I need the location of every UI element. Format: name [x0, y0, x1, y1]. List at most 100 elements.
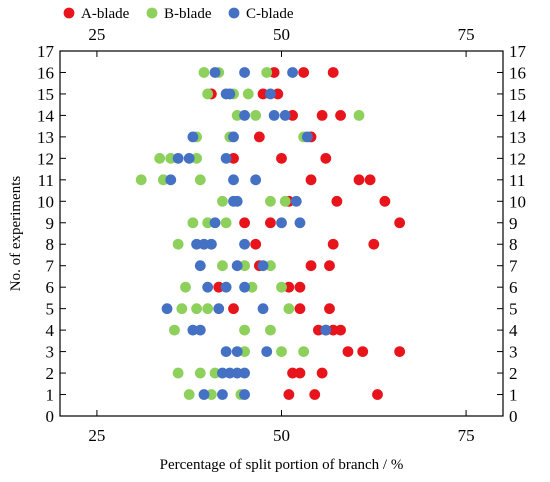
point-c-blade	[194, 260, 206, 272]
x-tick-label: 75	[458, 426, 475, 445]
x-tick-label: 50	[273, 426, 290, 445]
point-c-blade	[239, 367, 250, 379]
x-axis-top: 25 50 75	[88, 25, 475, 57]
y-tick-label-right: 16	[509, 63, 526, 82]
point-a-blade	[327, 238, 339, 250]
y-tick-label-right: 4	[509, 321, 518, 340]
point-c-blade	[198, 238, 210, 250]
y-tick-label: 13	[37, 128, 54, 147]
point-c-blade	[290, 195, 302, 207]
point-b-blade	[172, 238, 184, 250]
point-c-blade	[198, 389, 210, 400]
point-a-blade	[320, 152, 332, 164]
point-b-blade	[187, 217, 199, 229]
point-b-blade	[180, 281, 191, 293]
point-a-blade	[253, 131, 265, 143]
point-a-blade	[394, 217, 406, 229]
point-b-blade	[279, 195, 291, 207]
point-b-blade	[202, 88, 214, 100]
point-a-blade	[250, 238, 262, 250]
point-b-blade	[239, 260, 250, 272]
point-a-blade	[283, 389, 295, 400]
point-c-blade	[205, 238, 217, 250]
point-b-blade	[276, 281, 287, 293]
x-axis-label: Percentage of split portion of branch / …	[160, 457, 404, 473]
point-b-blade	[202, 217, 214, 229]
point-a-blade	[372, 389, 383, 400]
legend-label-a-blade: A-blade	[81, 6, 130, 22]
legend-marker-b-blade	[146, 7, 158, 19]
point-c-blade	[191, 238, 202, 250]
point-c-blade	[165, 174, 177, 186]
y-tick-label: 7	[46, 257, 55, 276]
point-a-blade	[335, 324, 346, 336]
point-c-blade	[209, 217, 221, 229]
y-tick-label-right: 9	[509, 214, 518, 233]
point-b-blade	[194, 174, 206, 186]
point-b-blade	[231, 110, 243, 121]
point-a-blade	[305, 174, 317, 186]
point-c-blade	[301, 131, 313, 143]
point-a-blade	[298, 67, 310, 78]
point-a-blade	[357, 346, 369, 357]
point-b-blade	[154, 152, 166, 164]
y-tick-label-right: 6	[509, 278, 518, 297]
point-b-blade	[191, 152, 202, 164]
point-a-blade	[272, 88, 284, 100]
point-c-blade	[265, 88, 276, 100]
y-tick-label-right: 14	[509, 106, 527, 125]
point-a-blade	[316, 367, 328, 379]
point-a-blade	[283, 281, 295, 293]
point-a-blade	[294, 281, 306, 293]
point-b-blade	[265, 260, 276, 272]
point-c-blade	[239, 110, 250, 121]
x-axis-bottom: 25 50 75	[88, 410, 475, 445]
y-tick-label: 9	[46, 214, 55, 233]
point-b-blade	[246, 281, 258, 293]
point-c-blade	[217, 367, 228, 379]
point-b-blade	[169, 324, 180, 336]
point-a-blade	[379, 195, 391, 207]
point-b-blade	[220, 217, 232, 229]
legend-marker-a-blade	[63, 7, 75, 19]
point-c-blade	[257, 260, 269, 272]
point-a-blade	[268, 67, 280, 78]
point-c-blade	[217, 389, 228, 400]
x-tick-label-top: 75	[458, 25, 475, 44]
point-c-blade	[239, 238, 250, 250]
point-a-blade	[228, 303, 239, 315]
point-a-blade	[313, 324, 324, 336]
point-b-blade	[283, 303, 295, 315]
y-tick-label-right: 5	[509, 300, 518, 319]
point-b-blade	[205, 389, 217, 400]
y-tick-label: 6	[46, 278, 55, 297]
point-c-blade	[239, 389, 250, 400]
point-c-blade	[231, 260, 243, 272]
y-tick-label: 11	[38, 171, 54, 190]
point-a-blade	[276, 152, 287, 164]
point-a-blade	[353, 174, 365, 186]
point-b-blade	[217, 195, 228, 207]
point-a-blade	[331, 195, 343, 207]
y-tick-label-right: 13	[509, 128, 526, 147]
point-c-blade	[187, 324, 199, 336]
point-c-blade	[231, 367, 243, 379]
point-a-blade	[394, 346, 406, 357]
point-b-blade	[239, 346, 250, 357]
point-c-blade	[231, 195, 243, 207]
point-c-blade	[220, 346, 232, 357]
legend-label-b-blade: B-blade	[164, 6, 212, 22]
point-b-blade	[353, 110, 365, 121]
y-tick-label-right: 7	[509, 257, 518, 276]
point-c-blade	[172, 152, 184, 164]
point-c-blade	[220, 152, 232, 164]
y-tick-label-right: 17	[509, 42, 527, 61]
y-tick-label: 1	[46, 386, 55, 405]
y-tick-label: 17	[37, 42, 55, 61]
legend-marker-c-blade	[228, 7, 240, 19]
point-c-blade	[261, 346, 273, 357]
point-c-blade	[161, 303, 173, 315]
point-b-blade	[176, 303, 188, 315]
y-tick-label: 5	[46, 300, 55, 319]
